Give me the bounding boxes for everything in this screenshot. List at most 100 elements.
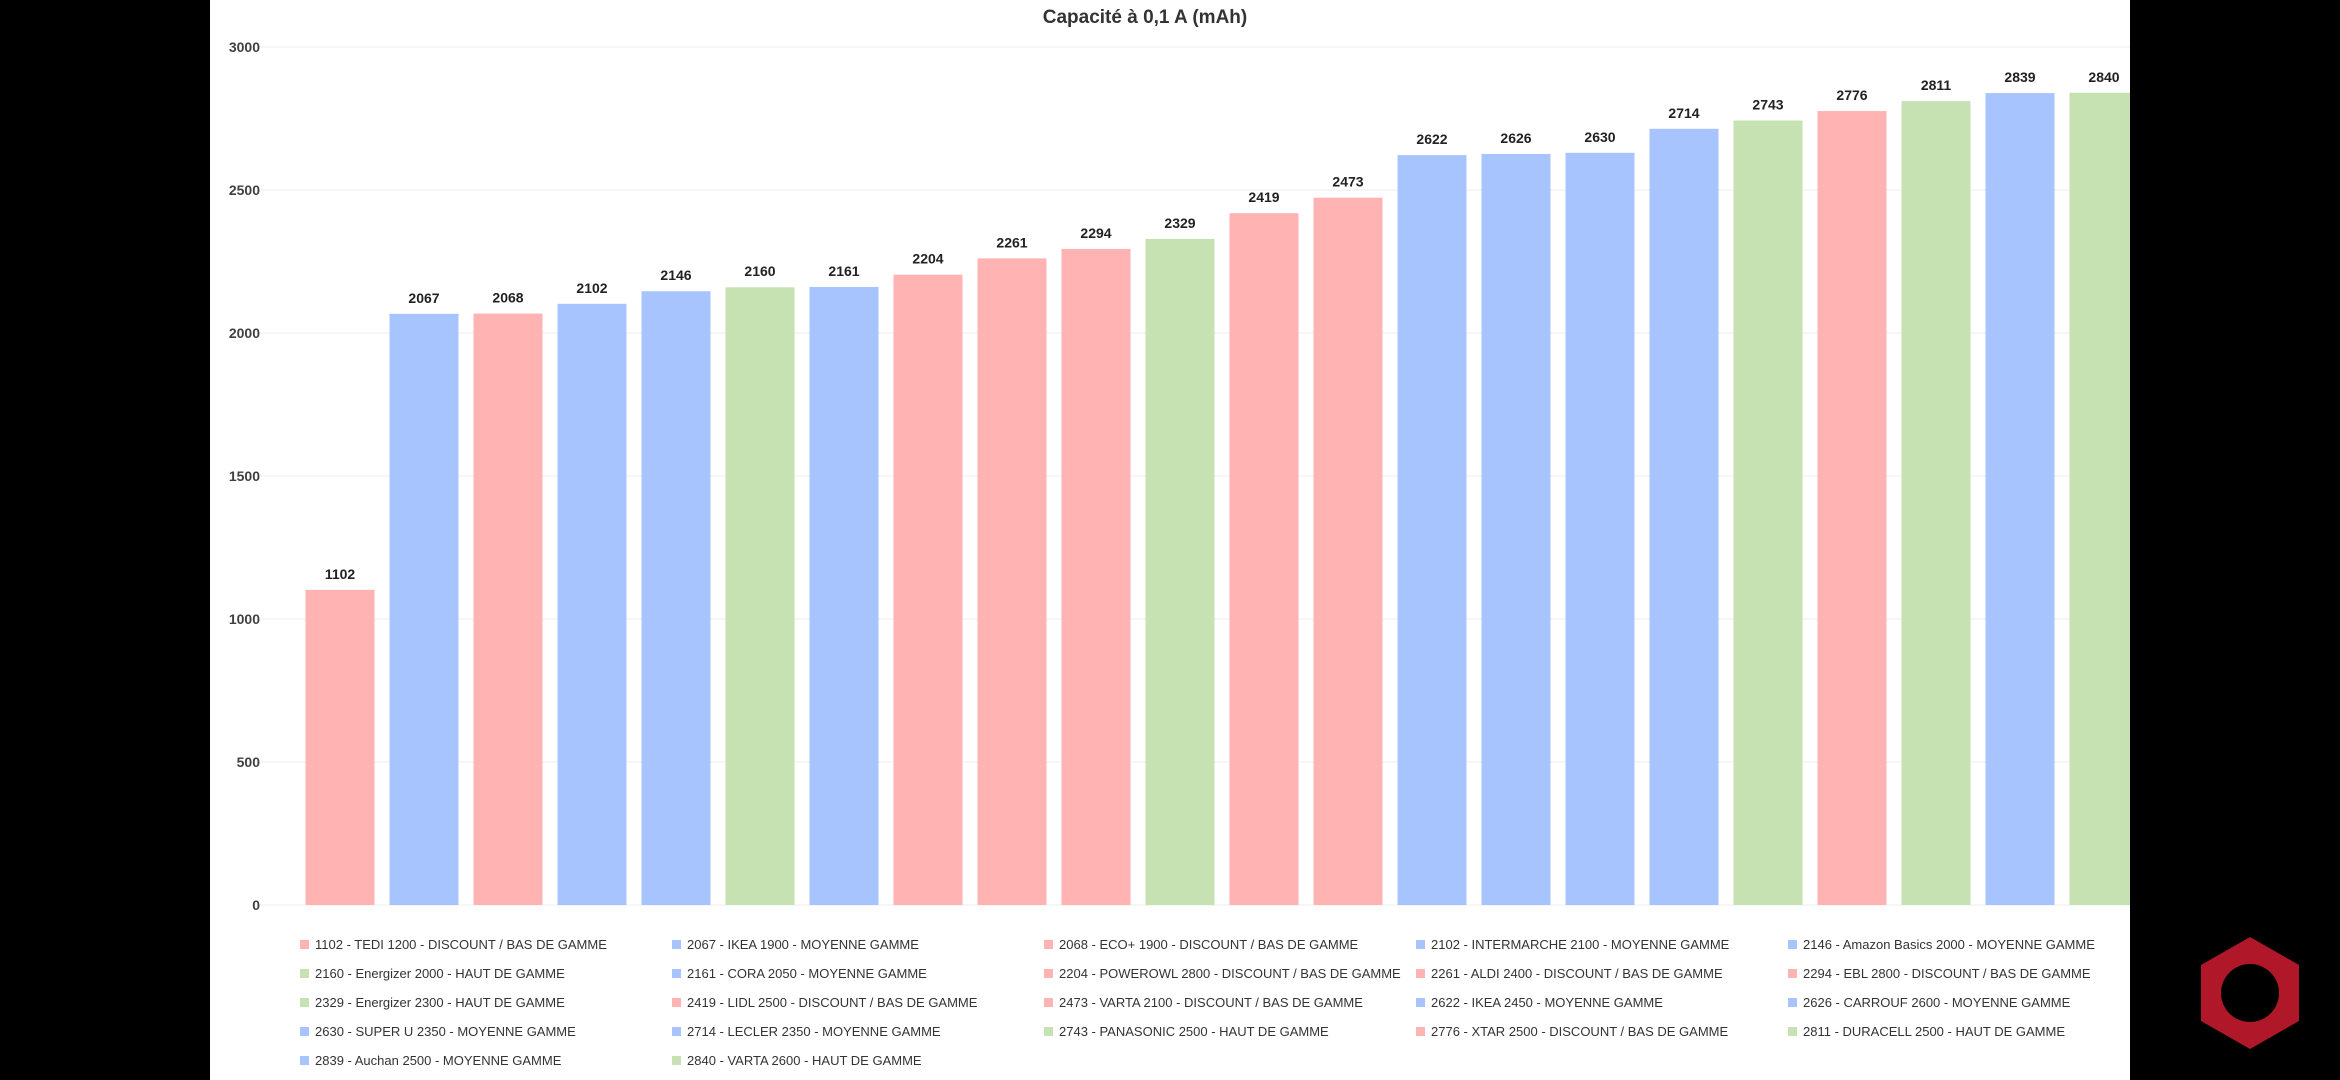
legend-item: 1102 - TEDI 1200 - DISCOUNT / BAS DE GAM…: [300, 934, 672, 954]
y-tick-label: 500: [237, 754, 261, 770]
legend-swatch: [1416, 968, 1425, 978]
bar: [977, 258, 1047, 905]
legend-item: 2714 - LECLER 2350 - MOYENNE GAMME: [672, 1021, 1044, 1041]
legend-item: 2811 - DURACELL 2500 - HAUT DE GAMME: [1788, 1021, 2130, 1041]
bar: [1481, 153, 1551, 906]
data-label: 2068: [492, 290, 523, 306]
legend-item: 2161 - CORA 2050 - MOYENNE GAMME: [672, 963, 1044, 983]
y-tick-label: 1000: [229, 611, 260, 627]
legend-label: 2622 - IKEA 2450 - MOYENNE GAMME: [1431, 994, 1663, 1010]
legend-label: 2161 - CORA 2050 - MOYENNE GAMME: [687, 965, 927, 981]
legend-item: 2776 - XTAR 2500 - DISCOUNT / BAS DE GAM…: [1416, 1021, 1788, 1041]
chart-title: Capacité à 0,1 A (mAh): [1043, 7, 1247, 28]
data-label: 2714: [1668, 105, 1699, 121]
legend-label: 1102 - TEDI 1200 - DISCOUNT / BAS DE GAM…: [315, 936, 607, 952]
bar: [1145, 238, 1215, 905]
bar: [305, 589, 375, 905]
logo-ring: [2221, 964, 2279, 1022]
legend-swatch: [1044, 997, 1053, 1007]
legend-swatch: [300, 968, 309, 978]
y-tick-label: 3000: [229, 39, 260, 55]
legend-swatch: [1044, 939, 1053, 949]
y-axis-ticks: 0 500 1000 1500 2000 2500 3000: [229, 39, 260, 913]
data-label: 2626: [1500, 130, 1531, 146]
bar: [1817, 111, 1887, 905]
legend-item: 2068 - ECO+ 1900 - DISCOUNT / BAS DE GAM…: [1044, 934, 1416, 954]
legend-swatch: [1788, 997, 1797, 1007]
legend-swatch: [300, 1055, 309, 1065]
legend-item: 2622 - IKEA 2450 - MOYENNE GAMME: [1416, 992, 1788, 1012]
data-label: 2160: [744, 263, 775, 279]
legend-label: 2743 - PANASONIC 2500 - HAUT DE GAMME: [1059, 1023, 1329, 1039]
legend-swatch: [300, 1026, 309, 1036]
legend-item: 2743 - PANASONIC 2500 - HAUT DE GAMME: [1044, 1021, 1416, 1041]
legend-item: 2294 - EBL 2800 - DISCOUNT / BAS DE GAMM…: [1788, 963, 2130, 983]
legend-swatch: [1416, 997, 1425, 1007]
legend-swatch: [672, 997, 681, 1007]
brand-logo: [2201, 937, 2299, 1049]
legend: 1102 - TEDI 1200 - DISCOUNT / BAS DE GAM…: [300, 934, 2120, 1070]
legend-item: 2204 - POWEROWL 2800 - DISCOUNT / BAS DE…: [1044, 963, 1416, 983]
bar: [1229, 213, 1299, 905]
data-label: 2067: [408, 290, 439, 306]
bar: [1901, 101, 1971, 905]
legend-label: 2204 - POWEROWL 2800 - DISCOUNT / BAS DE…: [1059, 965, 1401, 981]
bar: [725, 287, 795, 905]
data-label: 2776: [1836, 87, 1867, 103]
legend-item: 2067 - IKEA 1900 - MOYENNE GAMME: [672, 934, 1044, 954]
bar: [1313, 197, 1383, 906]
legend-label: 2419 - LIDL 2500 - DISCOUNT / BAS DE GAM…: [687, 994, 978, 1010]
legend-swatch: [1044, 1026, 1053, 1036]
legend-label: 2714 - LECLER 2350 - MOYENNE GAMME: [687, 1023, 941, 1039]
data-labels: 1102 2067 2068 2102 2146 2160 2161 2204 2261 2294…: [325, 69, 2120, 582]
bar: [1061, 248, 1131, 905]
legend-label: 2776 - XTAR 2500 - DISCOUNT / BAS DE GAM…: [1431, 1023, 1729, 1039]
data-label: 2811: [1921, 77, 1952, 93]
data-label: 2419: [1248, 189, 1279, 205]
legend-label: 2329 - Energizer 2300 - HAUT DE GAMME: [315, 994, 565, 1010]
data-label: 2840: [2088, 69, 2119, 85]
bar-chart: Capacité à 0,1 A (mAh) 0 500 1000 1500 2000 2…: [229, 7, 2130, 913]
data-label: 2743: [1752, 97, 1783, 113]
legend-item: 2146 - Amazon Basics 2000 - MOYENNE GAMM…: [1788, 934, 2130, 954]
legend-swatch: [300, 939, 309, 949]
bar: [809, 286, 879, 906]
legend-item: 2261 - ALDI 2400 - DISCOUNT / BAS DE GAM…: [1416, 963, 1788, 983]
bar: [893, 274, 963, 905]
data-label: 2204: [912, 251, 943, 267]
bar: [557, 303, 627, 905]
legend-label: 2840 - VARTA 2600 - HAUT DE GAMME: [687, 1052, 922, 1068]
legend-swatch: [1788, 968, 1797, 978]
data-label: 2146: [660, 267, 691, 283]
legend-label: 2473 - VARTA 2100 - DISCOUNT / BAS DE GA…: [1059, 994, 1363, 1010]
data-label: 2261: [996, 234, 1027, 250]
data-label: 2630: [1584, 129, 1615, 145]
bar: [473, 313, 543, 905]
legend-item: 2419 - LIDL 2500 - DISCOUNT / BAS DE GAM…: [672, 992, 1044, 1012]
bar: [1565, 152, 1635, 905]
legend-label: 2626 - CARROUF 2600 - MOYENNE GAMME: [1803, 994, 2071, 1010]
legend-swatch: [1788, 939, 1797, 949]
chart-panel: Capacité à 0,1 A (mAh) 0 500 1000 1500 2000 2…: [210, 0, 2130, 1080]
legend-swatch: [672, 939, 681, 949]
bars: [305, 92, 2130, 906]
legend-item: 2839 - Auchan 2500 - MOYENNE GAMME: [300, 1050, 672, 1070]
data-label: 2473: [1332, 174, 1363, 190]
legend-item: 2630 - SUPER U 2350 - MOYENNE GAMME: [300, 1021, 672, 1041]
legend-label: 2839 - Auchan 2500 - MOYENNE GAMME: [315, 1052, 562, 1068]
y-tick-label: 2500: [229, 182, 260, 198]
legend-swatch: [300, 997, 309, 1007]
bar: [641, 291, 711, 905]
legend-label: 2160 - Energizer 2000 - HAUT DE GAMME: [315, 965, 565, 981]
legend-label: 2067 - IKEA 1900 - MOYENNE GAMME: [687, 936, 919, 952]
legend-item: 2626 - CARROUF 2600 - MOYENNE GAMME: [1788, 992, 2130, 1012]
bar: [1397, 155, 1467, 905]
data-label: 2161: [828, 263, 859, 279]
legend-label: 2261 - ALDI 2400 - DISCOUNT / BAS DE GAM…: [1431, 965, 1723, 981]
data-label: 2329: [1164, 215, 1195, 231]
bar: [1733, 120, 1803, 905]
legend-item: 2840 - VARTA 2600 - HAUT DE GAMME: [672, 1050, 1044, 1070]
legend-item: 2473 - VARTA 2100 - DISCOUNT / BAS DE GA…: [1044, 992, 1416, 1012]
y-tick-label: 0: [252, 897, 260, 913]
bar: [1649, 128, 1719, 905]
